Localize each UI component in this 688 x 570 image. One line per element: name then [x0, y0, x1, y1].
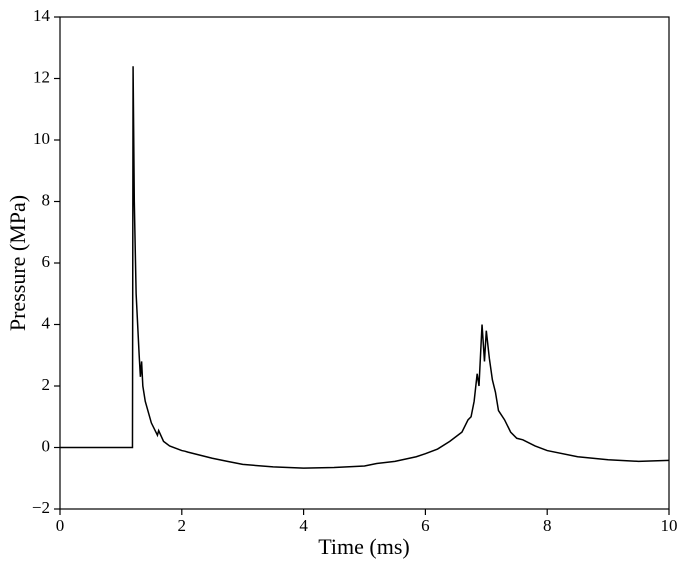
y-tick-label: −2: [32, 498, 50, 517]
x-axis-label: Time (ms): [318, 534, 409, 559]
y-tick-label: 6: [42, 252, 51, 271]
y-tick-label: 14: [33, 6, 51, 25]
data-line: [60, 66, 670, 469]
plot-frame: [59, 16, 670, 510]
y-tick-label: 12: [33, 67, 50, 86]
x-tick-label: 6: [421, 516, 430, 535]
x-tick-label: 4: [299, 516, 308, 535]
y-tick-label: 8: [42, 190, 51, 209]
x-tick-label: 0: [56, 516, 65, 535]
y-tick-label: 4: [42, 313, 51, 332]
x-tick-label: 8: [543, 516, 552, 535]
y-tick-label: 10: [33, 129, 50, 148]
x-tick-label: 10: [661, 516, 678, 535]
y-axis-label: Pressure (MPa): [5, 195, 30, 331]
y-tick-label: 0: [42, 436, 51, 455]
x-tick-label: 2: [178, 516, 187, 535]
y-tick-label: 2: [42, 375, 51, 394]
